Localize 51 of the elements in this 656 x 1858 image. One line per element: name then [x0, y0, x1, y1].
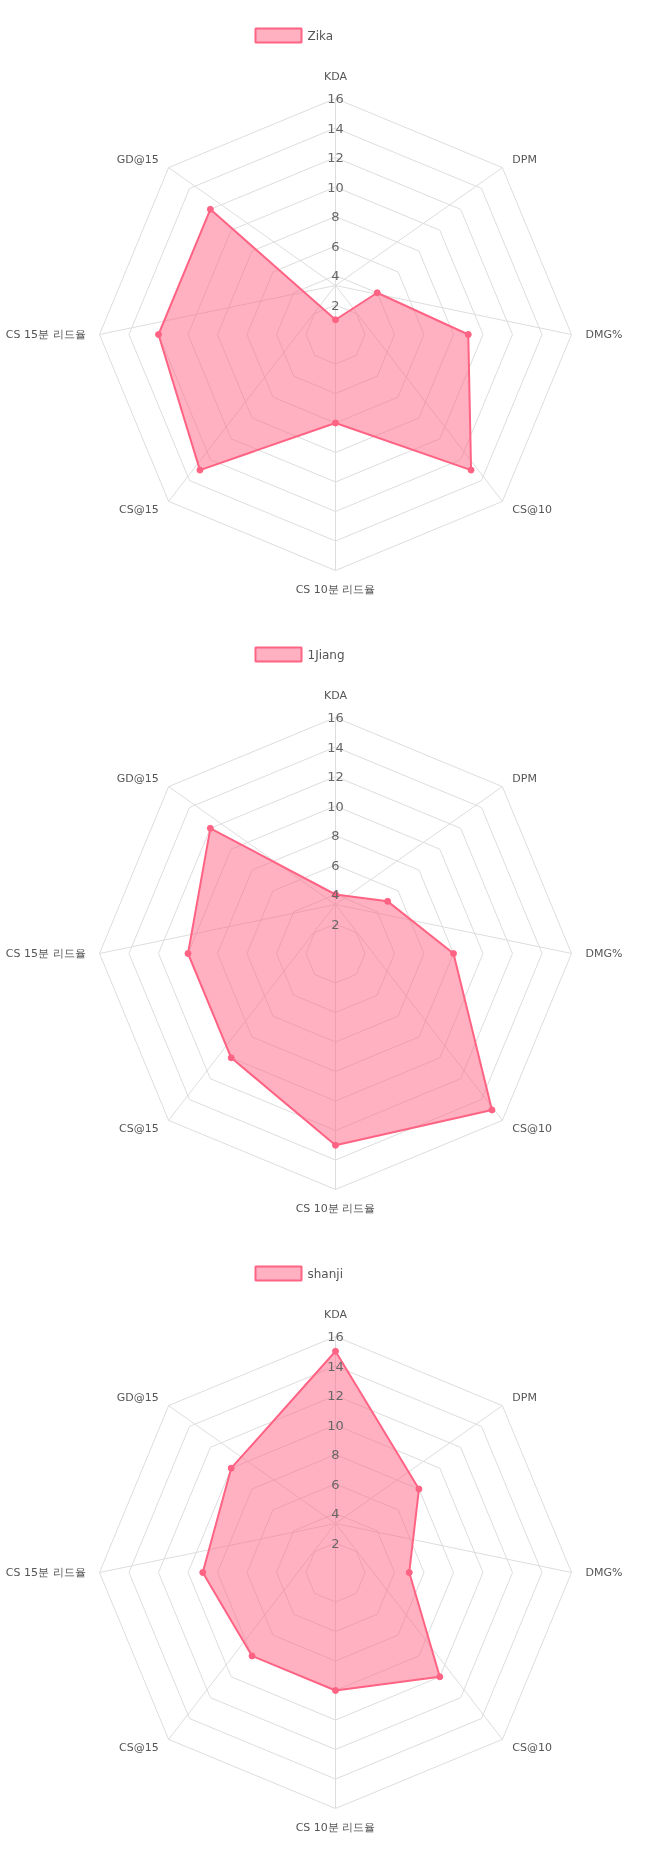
spoke-label: GD@15: [116, 152, 159, 166]
y-tick-label: 6: [331, 857, 340, 873]
y-tick-label: 8: [331, 1447, 340, 1462]
y-tick-label: 4: [331, 887, 340, 902]
y-tick-label: 16: [327, 710, 344, 725]
spoke-label: DMG%: [585, 947, 623, 960]
y-tick-label: 16: [327, 91, 344, 106]
y-tick-label: 16: [327, 1329, 344, 1344]
spoke-label: CS 10분 리드율: [295, 1201, 376, 1215]
y-tick-label: 2: [331, 1535, 340, 1551]
y-tick-label: 12: [327, 1388, 344, 1403]
legend-label: shanji: [307, 1266, 343, 1281]
y-tick-label: 2: [331, 297, 340, 313]
spoke-label: DMG%: [585, 1566, 623, 1579]
spoke-label: CS@10: [512, 503, 552, 517]
spoke-label: GD@15: [116, 771, 159, 785]
spoke-label: KDA: [323, 1307, 348, 1321]
spoke-label: DPM: [512, 1390, 537, 1404]
y-tick-label: 12: [327, 769, 344, 784]
y-tick-label: 14: [327, 1358, 344, 1374]
spoke-label: DMG%: [585, 328, 623, 341]
y-tick-label: 6: [331, 1476, 340, 1492]
y-tick-label: 8: [331, 209, 340, 224]
spoke-label: CS@15: [119, 503, 159, 517]
spoke-label: CS@15: [119, 1122, 159, 1136]
spoke-label: CS@15: [119, 1741, 159, 1755]
spoke-label: CS 10분 리드율: [295, 582, 376, 596]
legend-label: 1Jiang: [307, 647, 345, 662]
y-tick-label: 4: [331, 268, 340, 283]
legend-label: Zika: [307, 28, 334, 43]
y-tick-label: 2: [331, 916, 340, 932]
spoke-label: CS 15분 리드율: [5, 328, 86, 341]
spoke-label: GD@15: [116, 1390, 159, 1404]
y-tick-label: 8: [331, 828, 340, 843]
spoke-label: CS@10: [512, 1741, 552, 1755]
y-tick-label: 4: [331, 1506, 340, 1521]
spoke-label: DPM: [512, 771, 537, 785]
y-tick-label: 14: [327, 120, 344, 136]
spoke-label: CS@10: [512, 1122, 552, 1136]
spoke-label: KDA: [323, 69, 348, 83]
y-tick-label: 10: [327, 798, 344, 814]
spoke-label: KDA: [323, 688, 348, 702]
spoke-label: CS 10분 리드율: [295, 1820, 376, 1834]
y-tick-label: 12: [327, 150, 344, 165]
spoke-label: CS 15분 리드율: [5, 1566, 86, 1579]
spoke-label: DPM: [512, 152, 537, 166]
y-tick-label: 10: [327, 179, 344, 195]
y-tick-label: 6: [331, 238, 340, 254]
y-tick-label: 10: [327, 1417, 344, 1433]
spoke-label: CS 15분 리드율: [5, 947, 86, 960]
y-tick-label: 14: [327, 739, 344, 755]
